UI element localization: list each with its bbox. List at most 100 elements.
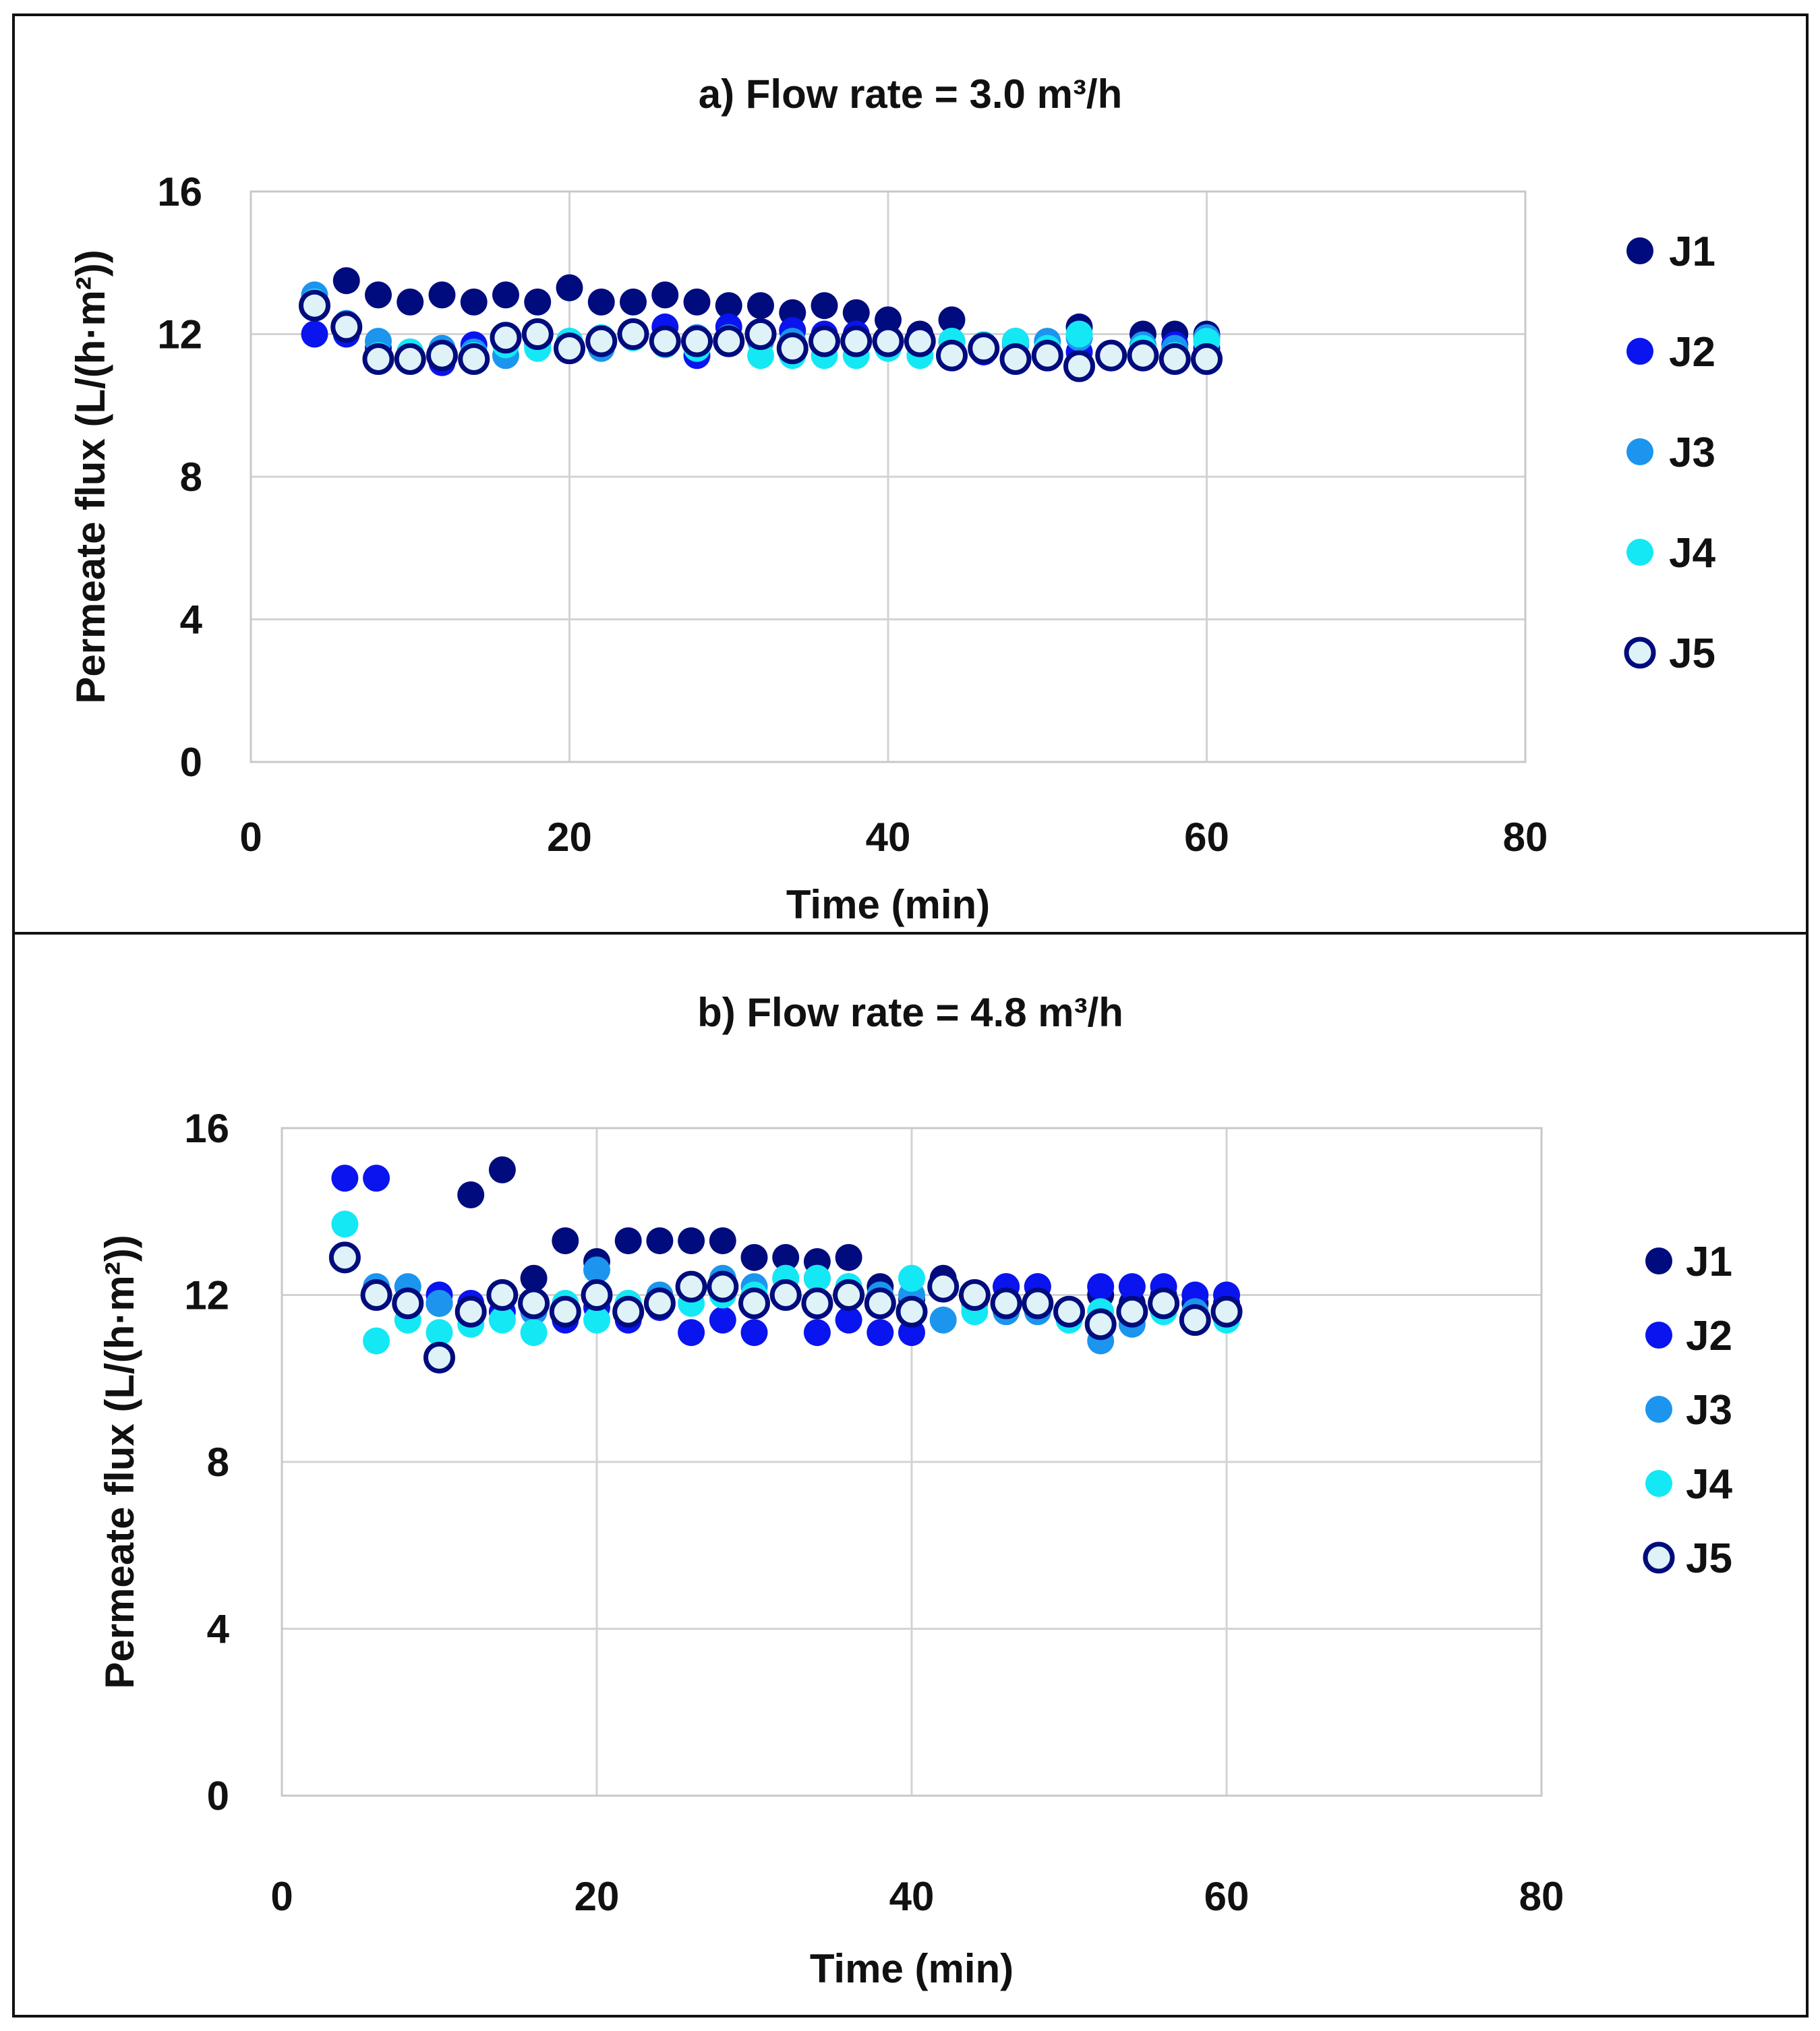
- legend-item-j4: J4: [1645, 1461, 1732, 1508]
- data-point: [896, 1295, 928, 1328]
- legend-marker: [1645, 1396, 1672, 1423]
- data-point: [1116, 1295, 1148, 1328]
- data-point: [620, 288, 647, 316]
- x-tick-label: 60: [1204, 1874, 1250, 1919]
- chart-b-legend: J1 J2 J3 J4 J5: [1643, 1239, 1732, 1582]
- data-point: [929, 1306, 957, 1334]
- data-point: [842, 299, 870, 326]
- data-point: [1031, 339, 1063, 372]
- legend-label: J4: [1686, 1461, 1732, 1508]
- data-point: [678, 1319, 705, 1347]
- chart-a-markers: [299, 267, 1223, 382]
- series-j5: [299, 289, 1223, 382]
- data-point: [457, 1181, 485, 1208]
- data-point: [363, 1165, 390, 1192]
- chart-a-x-axis-label: Time (min): [786, 882, 990, 927]
- panel-b-frame: [12, 932, 1809, 2018]
- legend-marker: [1643, 1541, 1675, 1574]
- y-tick-label: 0: [207, 1773, 229, 1819]
- y-tick-label: 8: [180, 454, 202, 500]
- data-point: [365, 281, 392, 309]
- data-point: [556, 274, 583, 301]
- data-point: [1087, 1273, 1115, 1301]
- chart-b-x-axis-label: Time (min): [810, 1946, 1014, 1991]
- data-point: [1095, 339, 1127, 372]
- chart-a-gridlines: [249, 190, 1527, 763]
- data-point: [809, 325, 840, 357]
- data-point: [581, 1279, 613, 1311]
- legend-item-j5: J5: [1643, 1535, 1732, 1582]
- legend-marker: [1645, 1470, 1672, 1497]
- data-point: [840, 325, 873, 357]
- y-tick-label: 8: [207, 1440, 229, 1485]
- data-point: [803, 1319, 831, 1347]
- data-point: [549, 1295, 581, 1328]
- data-point: [872, 325, 904, 357]
- data-point: [747, 292, 774, 320]
- data-point: [362, 343, 394, 376]
- data-point: [554, 332, 585, 365]
- legend-marker: [1645, 1322, 1672, 1349]
- data-point: [552, 1227, 579, 1255]
- legend-label: J3: [1669, 430, 1715, 476]
- data-point: [423, 1341, 455, 1374]
- y-tick-label: 16: [157, 169, 202, 214]
- data-point: [518, 1287, 550, 1320]
- legend-item-j2: J2: [1626, 329, 1715, 376]
- data-point: [332, 267, 360, 295]
- data-point: [299, 289, 330, 322]
- chart-b-x-ticks: 0 20 40 60 80: [270, 1874, 1564, 1919]
- data-point: [331, 1210, 359, 1238]
- x-tick-label: 80: [1503, 815, 1548, 860]
- data-point: [617, 318, 649, 350]
- data-point: [583, 1306, 610, 1334]
- data-point: [488, 1156, 516, 1183]
- data-point: [328, 1241, 361, 1274]
- legend-label: J2: [1686, 1313, 1732, 1359]
- series-j5: [328, 1241, 1243, 1374]
- data-point: [520, 1319, 548, 1347]
- legend-item-j3: J3: [1626, 430, 1715, 476]
- data-point: [394, 343, 426, 376]
- data-point: [938, 306, 966, 334]
- data-point: [428, 281, 456, 309]
- data-point: [520, 1264, 548, 1292]
- chart-b-title: b) Flow rate = 4.8 m³/h: [697, 990, 1123, 1035]
- legend-label: J4: [1669, 530, 1715, 577]
- data-point: [740, 1243, 768, 1271]
- legend-label: J5: [1669, 630, 1715, 677]
- data-point: [811, 292, 838, 320]
- x-tick-label: 20: [547, 815, 592, 860]
- legend-label: J1: [1669, 229, 1715, 275]
- data-point: [583, 1256, 610, 1284]
- data-point: [678, 1227, 705, 1255]
- data-point: [363, 1327, 390, 1355]
- legend-label: J3: [1686, 1387, 1732, 1434]
- legend-item-j2: J2: [1645, 1313, 1732, 1359]
- y-tick-label: 4: [207, 1607, 230, 1652]
- data-point: [968, 332, 1000, 365]
- data-point: [1065, 320, 1093, 348]
- chart-a: a) Flow rate = 3.0 m³/h 0 4 8 12 16 0 20 40 60 8…: [68, 71, 1715, 927]
- data-point: [425, 1289, 453, 1317]
- data-point: [360, 1279, 392, 1311]
- legend-marker: [1626, 237, 1653, 264]
- data-point: [492, 281, 519, 309]
- data-point: [864, 1287, 896, 1320]
- chart-a-plot-area: [249, 190, 1527, 763]
- y-tick-label: 12: [157, 312, 202, 357]
- data-point: [1158, 343, 1191, 376]
- data-point: [776, 332, 809, 365]
- data-point: [646, 1227, 674, 1255]
- legend-marker: [1645, 1247, 1672, 1274]
- data-point: [1179, 1304, 1211, 1336]
- chart-b-gridlines: [281, 1127, 1543, 1797]
- data-point: [458, 343, 490, 376]
- data-point: [1127, 339, 1159, 372]
- data-point: [330, 311, 363, 343]
- data-point: [772, 1243, 800, 1271]
- data-point: [936, 339, 968, 372]
- data-point: [740, 1319, 768, 1347]
- data-point: [1063, 350, 1095, 382]
- data-point: [521, 318, 554, 350]
